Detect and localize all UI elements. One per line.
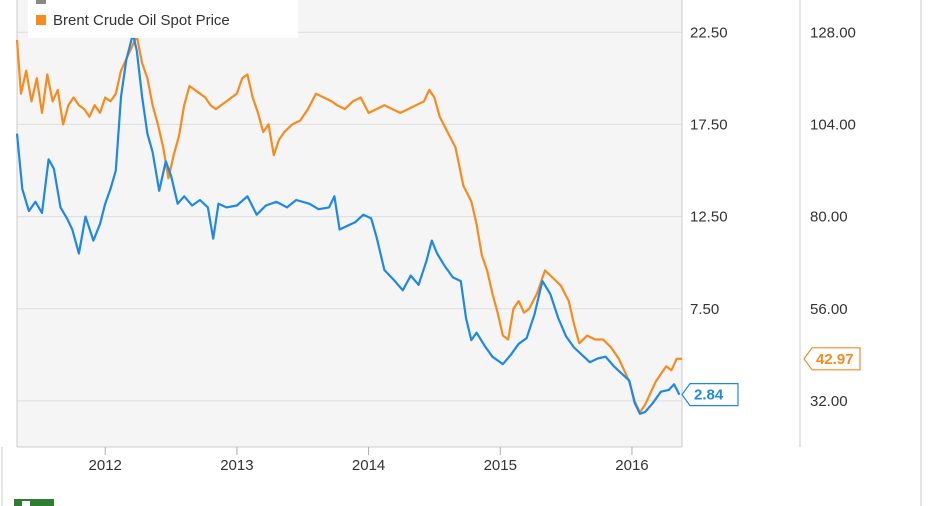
left-tick-label: 22.50 <box>690 24 728 41</box>
right-tick-label: 56.00 <box>810 301 848 318</box>
left-tick-label: 7.50 <box>690 301 719 318</box>
x-tick-label: 2014 <box>352 457 385 474</box>
left-tick-label: 17.50 <box>690 116 728 133</box>
end-label-box-orange <box>803 347 861 371</box>
left-tick-label: 12.50 <box>690 209 728 226</box>
right-tick-label: 32.00 <box>810 393 848 410</box>
end-label-orange: 42.97 <box>816 351 854 368</box>
x-tick-label: 2012 <box>89 457 122 474</box>
series-line-blue <box>15 33 681 415</box>
x-axis-ticks: 2012 2013 2014 2015 2016 <box>89 447 649 474</box>
ycharts-logo <box>14 499 54 506</box>
legend-swatch-blue <box>36 0 46 4</box>
legend-label-orange: Brent Crude Oil Spot Price <box>53 12 230 29</box>
right-tick-label: 104.00 <box>810 116 856 133</box>
end-labels: 2.84 42.97 <box>681 347 861 407</box>
legend-box <box>28 0 298 38</box>
end-label-box-blue <box>681 383 739 407</box>
x-tick-label: 2015 <box>484 457 517 474</box>
legend: Brent Crude Oil Spot Price <box>28 0 298 38</box>
plot-area <box>17 0 682 447</box>
x-tick-label: 2016 <box>615 457 648 474</box>
right-tick-label: 128.00 <box>810 24 856 41</box>
right-tick-label: 80.00 <box>810 209 848 226</box>
left-axis-ticks: 22.50 17.50 12.50 7.50 <box>690 24 728 317</box>
legend-swatch-orange <box>36 15 46 25</box>
end-label-blue: 2.84 <box>694 387 724 404</box>
x-tick-label: 2013 <box>220 457 253 474</box>
right-axis-ticks: 128.00 104.00 80.00 56.00 32.00 <box>810 24 856 410</box>
series-layer <box>15 33 683 415</box>
series-line-orange <box>15 35 683 414</box>
